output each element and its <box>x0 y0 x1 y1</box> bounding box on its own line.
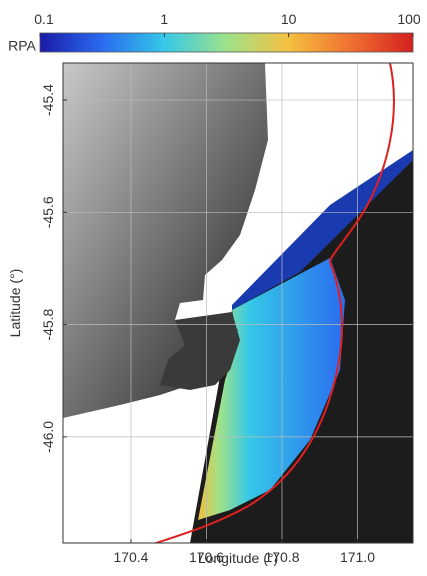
y-tick-label: -46.0 <box>40 421 56 453</box>
figure: RPA Longitude (°) Latitude (°) 0.1110100… <box>0 0 427 571</box>
y-tick-label: -45.4 <box>40 84 56 116</box>
y-tick-label: -45.6 <box>40 196 56 228</box>
colorbar <box>40 33 413 52</box>
colorbar-tick-label: 0.1 <box>34 11 54 27</box>
colorbar-label: RPA <box>8 38 36 54</box>
colorbar-tick-label: 100 <box>397 11 421 27</box>
x-tick-label: 171.0 <box>340 549 375 565</box>
y-axis-label: Latitude (°) <box>7 269 23 338</box>
map-area <box>63 63 413 545</box>
colorbar-tick-label: 1 <box>160 11 168 27</box>
x-tick-label: 170.8 <box>264 549 299 565</box>
x-tick-label: 170.6 <box>189 549 224 565</box>
x-tick-label: 170.4 <box>113 549 148 565</box>
y-tick-label: -45.8 <box>40 308 56 340</box>
colorbar-tick-label: 10 <box>281 11 297 27</box>
